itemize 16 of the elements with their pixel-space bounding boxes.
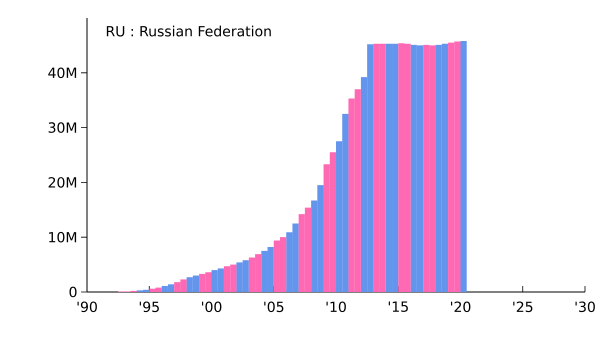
x-tick-label: '25 [513, 302, 532, 312]
bar [460, 41, 467, 292]
y-tick-label: 30M [48, 122, 76, 133]
x-tick-label: '90 [78, 302, 97, 312]
y-tick-label: 40M [48, 67, 76, 78]
x-tick-label: '05 [264, 302, 284, 312]
y-tick-label: 0 [69, 286, 77, 298]
x-tick-label: '10 [326, 302, 346, 312]
x-tick-label: '00 [202, 302, 222, 312]
x-tick-label: '15 [388, 302, 408, 312]
chart-title: RU : Russian Federation [106, 26, 271, 36]
y-tick-label: 20M [48, 177, 76, 188]
x-tick-label: '20 [451, 302, 470, 312]
y-tick-label: 10M [49, 232, 76, 242]
x-tick-label: '95 [140, 302, 159, 312]
x-tick-label: '30 [576, 302, 595, 312]
